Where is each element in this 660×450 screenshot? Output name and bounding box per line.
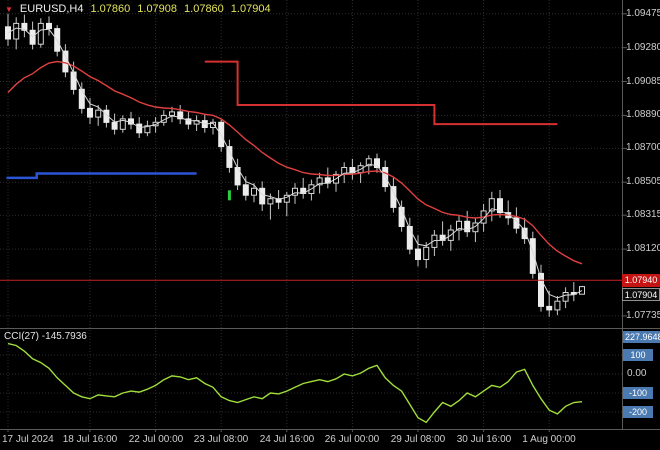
- price-axis-label: 1.08315: [626, 209, 660, 220]
- price-line-label: 1.07940: [622, 274, 660, 287]
- price-axis-label: 1.09280: [626, 42, 660, 53]
- price-axis-label: 1.08700: [626, 142, 660, 153]
- price-axis-label: 1.08890: [626, 109, 660, 120]
- time-axis-label: 17 Jul 2024: [2, 434, 54, 445]
- time-axis-label: 26 Jul 00:00: [324, 434, 380, 445]
- cci-level-label: 0.00: [627, 368, 647, 379]
- cci-level-label: -200: [623, 406, 653, 418]
- quote-high: 1.07908: [137, 3, 178, 15]
- time-axis-label: 24 Jul 16:00: [259, 434, 315, 445]
- tick-down-icon: ▼: [5, 4, 13, 14]
- bid-price-label: 1.07904: [622, 288, 660, 301]
- price-axis-label: 1.07735: [626, 310, 660, 321]
- price-axis-label: 1.08505: [626, 176, 660, 187]
- quote-close: 1.07904: [230, 3, 271, 15]
- time-axis-label: 29 Jul 08:00: [390, 434, 446, 445]
- cci-max-label: 227.9648: [623, 331, 660, 343]
- price-axis-label: 1.09085: [626, 76, 660, 87]
- cci-level-label: 100: [623, 349, 653, 361]
- price-axis-label: 1.08120: [626, 243, 660, 254]
- time-axis-label: 18 Jul 16:00: [62, 434, 118, 445]
- time-axis-label: 1 Aug 00:00: [522, 434, 576, 445]
- quote-open: 1.07860: [90, 3, 131, 15]
- symbol-label: EURUSD,H4: [19, 3, 84, 15]
- price-axis-label: 1.09475: [626, 8, 660, 19]
- quote-low: 1.07860: [184, 3, 224, 15]
- cci-title: CCI(27): [4, 331, 40, 342]
- cci-value: -145.7936: [41, 331, 87, 342]
- time-axis-label: 23 Jul 08:00: [193, 434, 249, 445]
- time-axis-label: 30 Jul 16:00: [456, 434, 512, 445]
- symbol-header: ▼ EURUSD,H4 1.07860 1.07908 1.07860 1.07…: [5, 3, 271, 15]
- time-axis-label: 22 Jul 00:00: [128, 434, 184, 445]
- cci-level-label: -100: [623, 387, 653, 399]
- cci-indicator-label: CCI(27) -145.7936: [4, 331, 87, 342]
